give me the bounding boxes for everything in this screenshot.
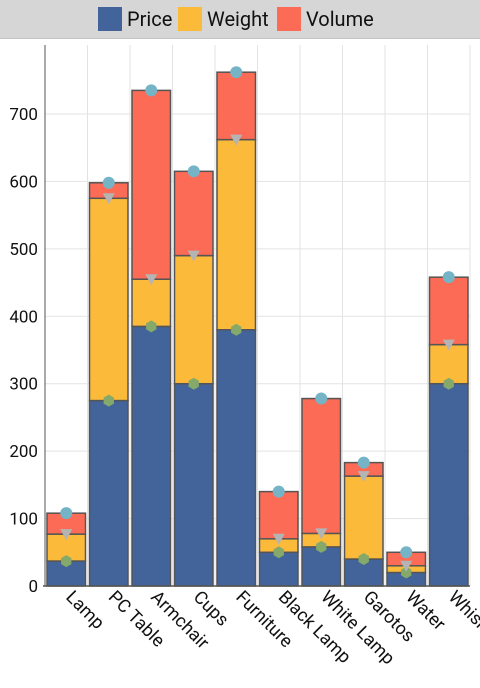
chart-legend: Price Weight Volume: [0, 0, 480, 39]
marker-weight-white-lamp: [315, 528, 328, 540]
legend-label-weight: Weight: [207, 7, 269, 31]
marker-volume-armchair: [145, 84, 158, 97]
legend-swatch-weight: [178, 7, 202, 31]
y-tick-label: 600: [9, 172, 38, 192]
marker-price-garotos: [358, 553, 369, 565]
marker-weight-pc-table: [102, 193, 115, 205]
marker-price-furniture: [231, 323, 242, 336]
legend-item-volume[interactable]: Volume: [277, 6, 374, 32]
x-tick-label: Whiskey: [444, 587, 480, 649]
y-tick-label: 400: [9, 307, 38, 327]
bar-weight-whiskey: [428, 343, 469, 385]
marker-weight-water: [400, 560, 413, 572]
marker-volume-water: [400, 546, 413, 559]
marker-volume-black-lamp: [272, 485, 285, 498]
y-tick-label: 700: [9, 105, 38, 125]
legend-label-price: Price: [127, 7, 173, 31]
bar-price-whiskey: [428, 382, 469, 587]
marker-price-pc-table: [103, 394, 114, 407]
marker-volume-cups: [187, 165, 200, 178]
bar-volume-white-lamp: [301, 397, 342, 535]
bar-weight-pc-table: [88, 197, 129, 402]
y-tick-label: 300: [9, 375, 38, 395]
marker-volume-garotos: [357, 456, 370, 469]
legend-item-weight[interactable]: Weight: [178, 6, 269, 32]
marker-price-lamp: [61, 555, 72, 568]
legend-swatch-price: [98, 7, 122, 31]
marker-price-cups: [188, 377, 199, 390]
x-tick-label: Lamp: [61, 587, 108, 634]
bar-price-furniture: [216, 329, 257, 587]
marker-weight-lamp: [60, 529, 73, 541]
marker-volume-lamp: [60, 507, 73, 520]
bar-volume-black-lamp: [258, 490, 299, 540]
bar-volume-armchair: [131, 89, 172, 280]
marker-weight-armchair: [145, 274, 158, 286]
marker-volume-whiskey: [442, 271, 455, 284]
y-tick-label: 100: [9, 510, 38, 530]
legend-label-volume: Volume: [306, 7, 374, 31]
marker-volume-white-lamp: [315, 392, 328, 405]
marker-weight-garotos: [357, 471, 370, 483]
y-tick-label: 500: [9, 240, 38, 260]
marker-weight-whiskey: [442, 339, 455, 351]
bar-weight-garotos: [343, 475, 384, 560]
legend-item-price[interactable]: Price: [98, 6, 172, 32]
marker-weight-furniture: [230, 134, 243, 146]
bar-price-pc-table: [88, 399, 129, 587]
bar-weight-cups: [173, 254, 214, 385]
y-tick-label: 0: [28, 577, 38, 597]
marker-price-whiskey: [443, 377, 454, 390]
y-tick-label: 200: [9, 442, 38, 462]
marker-price-armchair: [146, 320, 157, 333]
marker-weight-black-lamp: [272, 533, 285, 545]
bar-price-armchair: [131, 325, 172, 587]
legend-swatch-volume: [277, 7, 301, 31]
marker-price-black-lamp: [273, 546, 284, 559]
marker-price-water: [401, 566, 412, 579]
bar-volume-whiskey: [428, 276, 469, 346]
bar-volume-furniture: [216, 71, 257, 141]
bar-weight-armchair: [131, 278, 172, 328]
bar-price-cups: [173, 382, 214, 587]
marker-weight-cups: [187, 250, 200, 262]
marker-price-white-lamp: [316, 540, 327, 553]
bar-volume-cups: [173, 170, 214, 257]
marker-volume-pc-table: [102, 176, 115, 189]
bar-weight-furniture: [216, 138, 257, 331]
marker-volume-furniture: [230, 66, 243, 79]
